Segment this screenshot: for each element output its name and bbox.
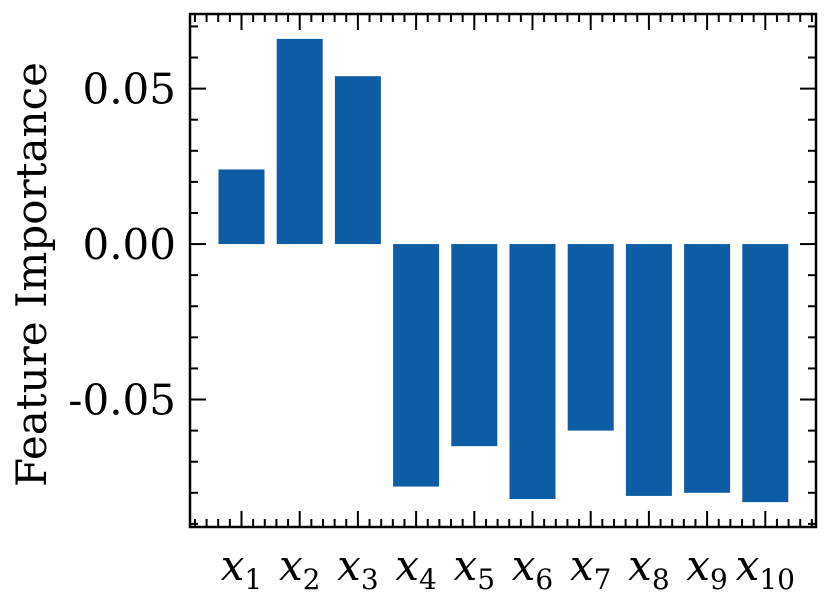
bar-x8 xyxy=(625,244,672,496)
y-tick-label: -0.05 xyxy=(68,376,176,425)
x-tick-label-x7: x7 xyxy=(570,541,612,596)
x-tick-label-x4: x4 xyxy=(395,541,437,596)
x-tick-label-x1: x1 xyxy=(221,541,263,596)
x-tick-label-x8: x8 xyxy=(628,541,670,596)
x-tick-labels: x1 x2 x3 x4 x5 x6 x7 x8 x9 x10 xyxy=(221,541,795,596)
bar-x1 xyxy=(218,169,265,245)
bar-x3 xyxy=(334,76,381,245)
x-tick-label-x9: x9 xyxy=(686,541,728,596)
bar-x7 xyxy=(567,244,614,431)
bar-x4 xyxy=(393,244,440,487)
bar-x2 xyxy=(276,38,323,245)
x-tick-label-x6: x6 xyxy=(512,541,554,596)
x-tick-label-x2: x2 xyxy=(279,541,321,596)
plot-frame xyxy=(188,12,818,529)
bar-x5 xyxy=(451,244,498,447)
y-tick-label: 0.00 xyxy=(82,220,176,269)
x-tick-label-x3: x3 xyxy=(337,541,379,596)
x-tick-label-x5: x5 xyxy=(454,541,496,596)
x-tick-label-x10: x10 xyxy=(736,541,795,596)
ticks-group xyxy=(190,14,816,527)
bar-x6 xyxy=(509,244,556,500)
y-tick-labels: 0.05 0.00 -0.05 xyxy=(68,65,176,425)
bar-x10 xyxy=(742,244,789,503)
bar-x9 xyxy=(684,244,731,493)
bars-group xyxy=(218,38,789,503)
y-tick-label: 0.05 xyxy=(82,65,176,114)
y-axis-title: Feature Importance xyxy=(7,62,56,487)
